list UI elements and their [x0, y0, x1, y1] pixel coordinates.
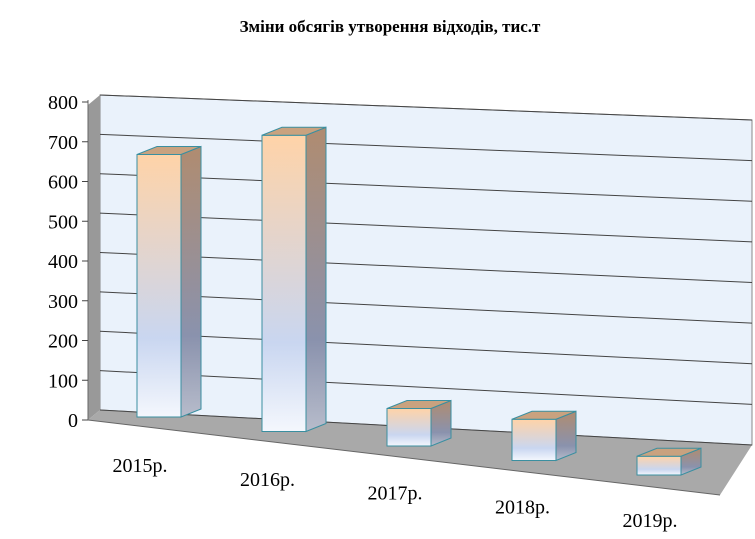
y-tick-label: 700: [48, 132, 78, 154]
y-tick-label: 500: [48, 211, 78, 233]
chart-title: Зміни обсягів утворення відходів, тис.т: [240, 17, 541, 36]
y-tick-label: 300: [48, 291, 78, 313]
bar-side: [305, 126, 327, 433]
bar-top: [636, 447, 702, 457]
bar-front: [511, 418, 557, 461]
bar: [511, 410, 577, 462]
bar-front: [261, 134, 307, 432]
y-tick-label: 100: [48, 370, 78, 392]
x-axis: [87, 419, 721, 496]
bar: [261, 126, 327, 433]
bar-side: [180, 145, 202, 418]
grid-line: [99, 370, 753, 405]
x-tick-label: 2019р.: [623, 510, 678, 532]
bar-front: [136, 154, 182, 418]
y-tick-label: 600: [48, 172, 78, 194]
bar: [136, 145, 202, 418]
bar-top: [386, 400, 452, 409]
x-tick-label: 2015р.: [113, 455, 168, 477]
grid-line: [99, 133, 753, 162]
y-tick-label: 0: [68, 410, 78, 432]
bar: [386, 399, 452, 447]
bar-side: [555, 410, 577, 462]
bar-top: [511, 410, 577, 420]
x-tick-label: 2018р.: [495, 496, 550, 518]
side-wall: [88, 95, 100, 420]
bar-front: [636, 455, 682, 476]
y-tick-label: 400: [48, 251, 78, 273]
grid-line: [99, 252, 753, 283]
x-tick-label: 2016р.: [240, 469, 295, 491]
bar-top: [261, 126, 327, 136]
bar-top: [136, 146, 202, 155]
grid-line: [99, 330, 753, 365]
grid-line: [99, 291, 753, 324]
bar-front: [386, 408, 432, 447]
grid-line: [99, 94, 753, 121]
y-tick-label: 200: [48, 331, 78, 353]
x-tick-label: 2017р.: [368, 483, 423, 505]
bar: [636, 447, 702, 476]
grid-line: [99, 173, 753, 202]
y-tick-label: 800: [48, 92, 78, 114]
grid-line: [99, 212, 753, 243]
floor: [88, 410, 752, 495]
